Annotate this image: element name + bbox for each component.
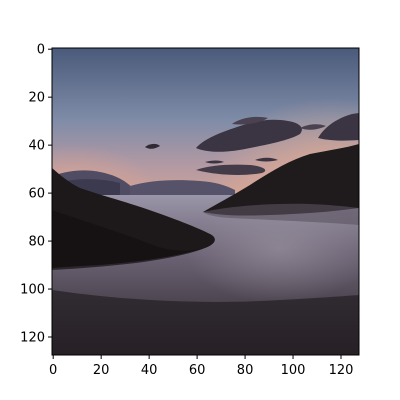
y-axis-ticks: 0 20 40 60 80 100 120: [20, 43, 52, 346]
foreground-water: [52, 290, 359, 355]
axes-frame: [51, 47, 360, 356]
y-tick-label: 100: [20, 283, 45, 298]
x-tick-label: 60: [189, 363, 206, 378]
x-tick-label: 100: [281, 363, 306, 378]
right-hill-mist: [203, 203, 359, 225]
x-axis-ticks: 0 20 40 60 80 100 120: [49, 355, 353, 378]
x-tick-label: 0: [49, 363, 57, 378]
x-tick-label: 20: [93, 363, 110, 378]
photo: [52, 48, 359, 355]
x-tick-label: 120: [329, 363, 354, 378]
y-tick-label: 0: [37, 43, 45, 58]
y-tick-label: 20: [28, 91, 45, 106]
x-tick-label: 40: [141, 363, 158, 378]
clouds: [145, 113, 359, 175]
x-tick-label: 80: [237, 363, 254, 378]
y-tick-label: 120: [20, 331, 45, 346]
left-hill-shadow: [52, 210, 205, 270]
right-hill: [203, 144, 359, 216]
y-tick-label: 40: [28, 139, 45, 154]
y-tick-label: 60: [28, 187, 45, 202]
y-tick-label: 80: [28, 235, 45, 250]
